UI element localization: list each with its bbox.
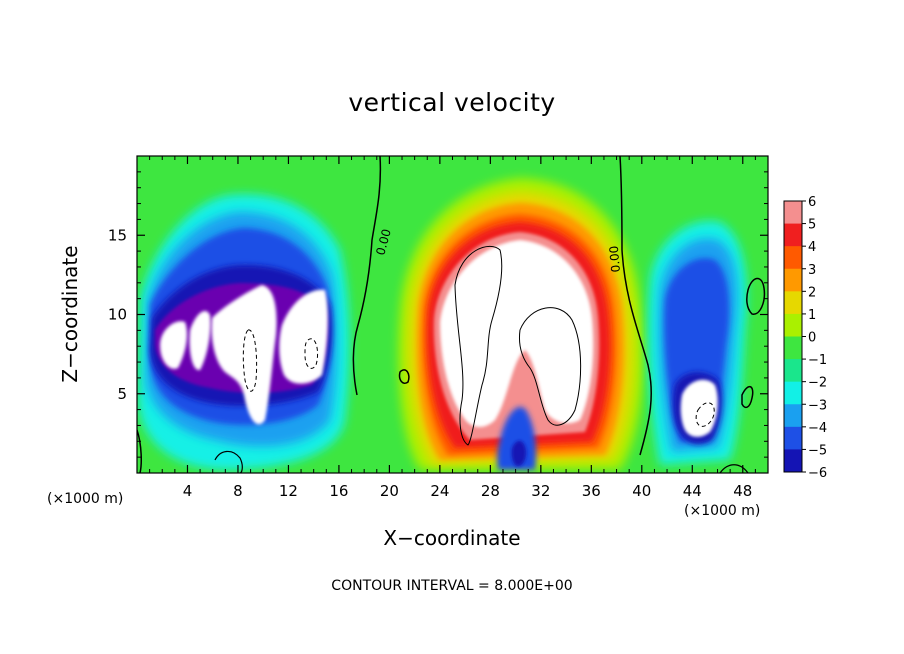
colorbar-label: 6 xyxy=(808,195,816,210)
x-tick-label: 28 xyxy=(481,482,500,500)
colorbar-swatch xyxy=(784,246,802,270)
colorbar-label: 0 xyxy=(808,331,816,346)
x-tick-label: 16 xyxy=(329,482,348,500)
x-tick-label: 32 xyxy=(531,482,550,500)
center-core xyxy=(440,240,594,427)
colorbar-swatch xyxy=(784,313,802,337)
x-tick-label: 20 xyxy=(380,482,399,500)
colorbar-label: 2 xyxy=(808,285,816,300)
colorbar-swatch xyxy=(784,381,802,405)
colorbar-label: −2 xyxy=(808,376,827,391)
left-core-2 xyxy=(189,310,211,371)
left-core-4 xyxy=(279,289,328,384)
colorbar-label: 4 xyxy=(808,240,816,255)
colorbar-label: −1 xyxy=(808,353,827,368)
colorbar-label: −4 xyxy=(808,421,827,436)
center-bottom-blue xyxy=(496,406,537,470)
central-updraft-region xyxy=(398,178,644,470)
x-tick-label: 40 xyxy=(632,482,651,500)
velocity-field: 0.00 0.00 xyxy=(137,156,768,473)
colorbar-swatch xyxy=(784,404,802,428)
chart-title: vertical velocity xyxy=(348,88,556,117)
center-bottom-navy xyxy=(511,440,527,467)
left-dashed-contour-1 xyxy=(242,329,258,392)
y-tick-label: 15 xyxy=(108,226,127,244)
colorbar-swatch xyxy=(784,449,802,473)
x-unit-right: (×1000 m) xyxy=(684,503,761,519)
left-core-3 xyxy=(211,285,277,425)
x-tick-label: 24 xyxy=(430,482,449,500)
x-axis-label-text: X−coordinate xyxy=(383,526,521,550)
x-tick-label: 36 xyxy=(582,482,601,500)
colorbar-label: 3 xyxy=(808,263,816,278)
small-closed-contour xyxy=(398,369,410,384)
colorbar-label: −3 xyxy=(808,398,827,413)
y-axis-ticks: 5 10 15 xyxy=(108,171,768,458)
contour-interval-text: CONTOUR INTERVAL = 8.000E+00 xyxy=(331,578,573,594)
colorbar-swatch xyxy=(784,223,802,247)
bottom-right-contour xyxy=(719,464,749,473)
colorbar: 6 5 4 3 2 1 0 −1 −2 −3 −4 −5 −6 xyxy=(783,195,827,481)
bottom-contour xyxy=(214,450,243,473)
colorbar-swatch xyxy=(784,426,802,450)
x-tick-label: 12 xyxy=(279,482,298,500)
center-solid-contour-2 xyxy=(519,307,582,426)
y-tick-label: 10 xyxy=(108,306,127,324)
x-tick-label: 44 xyxy=(683,482,702,500)
x-unit-left: (×1000 m) xyxy=(47,491,124,507)
right-dashed-contour xyxy=(695,402,715,427)
left-dashed-contour-2 xyxy=(304,338,319,369)
x-tick-label: 48 xyxy=(733,482,752,500)
left-edge-contour xyxy=(137,429,142,473)
colorbar-swatch xyxy=(784,336,802,360)
contour-label-right: 0.00 xyxy=(607,245,623,273)
x-axis-ticks: 4 8 12 16 20 24 28 32 36 40 44 48 xyxy=(149,156,756,500)
right-small-contour-2 xyxy=(741,386,754,409)
contour-label-left: 0.00 xyxy=(373,227,393,256)
x-tick-label: 8 xyxy=(233,482,243,500)
colorbar-label: −6 xyxy=(808,466,827,481)
colorbar-swatch xyxy=(784,268,802,292)
colorbar-label: −5 xyxy=(808,443,827,458)
left-core-1 xyxy=(160,321,188,369)
x-tick-label: 4 xyxy=(183,482,193,500)
colorbar-swatch xyxy=(784,201,802,225)
x-axis-label: X−coordinate xyxy=(0,526,904,550)
zero-contour-left xyxy=(352,156,382,396)
center-solid-contour-1 xyxy=(454,245,503,446)
colorbar-label: 5 xyxy=(808,218,816,233)
right-small-contour xyxy=(746,277,766,315)
y-tick-label: 5 xyxy=(117,385,127,403)
right-downdraft-region xyxy=(137,220,766,473)
colorbar-swatch xyxy=(784,359,802,383)
colorbar-swatch xyxy=(784,291,802,315)
colorbar-label: 1 xyxy=(808,308,816,323)
zero-contour-right xyxy=(619,156,652,456)
left-downdraft-region xyxy=(138,194,350,470)
